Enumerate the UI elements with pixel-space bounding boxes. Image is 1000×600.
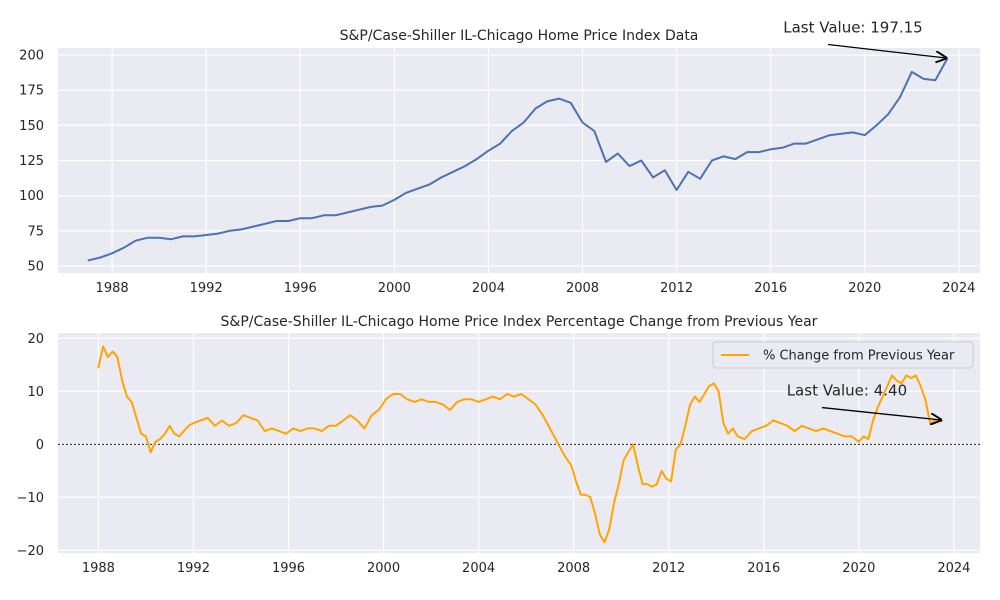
y-tick-label: 125 bbox=[19, 154, 44, 169]
chart-title: S&P/Case-Shiller IL-Chicago Home Price I… bbox=[340, 28, 699, 44]
x-tick-label: 2004 bbox=[462, 561, 495, 576]
grid-lines bbox=[58, 333, 980, 553]
x-tick-label: 2004 bbox=[472, 281, 505, 296]
y-tick-label: 100 bbox=[19, 189, 44, 204]
plot-area bbox=[58, 333, 980, 553]
x-tick-label: 1988 bbox=[82, 561, 115, 576]
y-tick-label: 175 bbox=[19, 84, 44, 99]
x-tick-label: 2012 bbox=[660, 281, 693, 296]
x-tick-label: 1996 bbox=[284, 281, 317, 296]
y-tick-label: 150 bbox=[19, 119, 44, 134]
y-tick-label: 50 bbox=[27, 259, 44, 274]
x-tick-label: 2024 bbox=[937, 561, 970, 576]
y-tick-label: −10 bbox=[17, 491, 44, 506]
series-layer bbox=[87, 58, 949, 262]
x-tick-label: 2008 bbox=[566, 281, 599, 296]
x-tick-label: 2016 bbox=[754, 281, 787, 296]
y-tick-label: 20 bbox=[27, 332, 44, 347]
chart-title: S&P/Case-Shiller IL-Chicago Home Price I… bbox=[221, 314, 818, 330]
x-tick-label: 2000 bbox=[378, 281, 411, 296]
legend-box bbox=[712, 341, 974, 369]
annotation-text: Last Value: 197.15 bbox=[783, 19, 923, 37]
y-tick-label: 75 bbox=[27, 224, 44, 239]
annotation-text: Last Value: 4.40 bbox=[787, 382, 907, 400]
annotation-arrow bbox=[821, 406, 941, 420]
y-tick-label: −20 bbox=[17, 544, 44, 559]
x-tick-label: 2024 bbox=[942, 281, 975, 296]
x-tick-label: 1992 bbox=[190, 281, 223, 296]
axis-ticks: 1988 1992 1996 2000 2004 2008 2012 2016 2020 2024… bbox=[17, 332, 971, 576]
annotation-arrow bbox=[827, 43, 946, 59]
x-tick-label: 1988 bbox=[96, 281, 129, 296]
x-tick-label: 1992 bbox=[177, 561, 210, 576]
y-tick-label: 200 bbox=[19, 49, 44, 64]
x-tick-label: 2020 bbox=[842, 561, 875, 576]
series-line bbox=[87, 58, 949, 262]
y-tick-label: 0 bbox=[36, 438, 44, 453]
x-tick-label: 2020 bbox=[848, 281, 881, 296]
x-tick-label: 2012 bbox=[652, 561, 685, 576]
series-line bbox=[97, 345, 943, 544]
y-tick-label: 10 bbox=[27, 385, 44, 400]
legend: % Change from Previous Year bbox=[712, 341, 974, 369]
price-index-chart: 1988 1992 1996 2000 2004 2008 2012 2016 2020 2024… bbox=[19, 19, 980, 296]
percent-change-chart: 1988 1992 1996 2000 2004 2008 2012 2016 2020 2024… bbox=[17, 314, 980, 576]
annotation: Last Value: 4.40 bbox=[787, 382, 941, 420]
x-tick-label: 1996 bbox=[272, 561, 305, 576]
x-tick-label: 2016 bbox=[747, 561, 780, 576]
x-tick-label: 2008 bbox=[557, 561, 590, 576]
legend-label: % Change from Previous Year bbox=[763, 349, 955, 364]
axis-ticks: 1988 1992 1996 2000 2004 2008 2012 2016 2020 2024… bbox=[19, 49, 975, 296]
annotation: Last Value: 197.15 bbox=[783, 19, 946, 59]
x-tick-label: 2000 bbox=[367, 561, 400, 576]
series-layer bbox=[97, 345, 943, 544]
